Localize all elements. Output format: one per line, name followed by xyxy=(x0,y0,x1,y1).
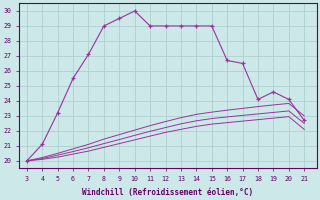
X-axis label: Windchill (Refroidissement éolien,°C): Windchill (Refroidissement éolien,°C) xyxy=(82,188,253,197)
